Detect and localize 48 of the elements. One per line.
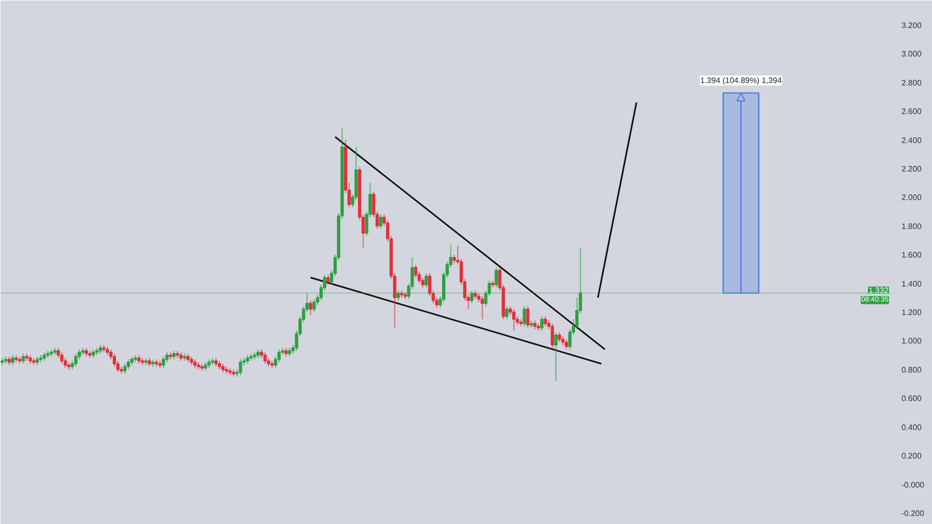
- y-tick-label: -0.000: [902, 480, 925, 490]
- candlestick: [308, 300, 312, 316]
- candlestick: [60, 352, 64, 364]
- y-tick-label: 2.200: [902, 164, 922, 174]
- candlestick: [126, 358, 130, 370]
- candlestick: [512, 308, 516, 332]
- candlestick: [526, 306, 530, 328]
- y-tick-label: 1.600: [902, 250, 922, 260]
- candlestick: [540, 316, 544, 332]
- band-label: 1.394 (104.89%) 1,394: [700, 76, 782, 85]
- y-tick-label: -0.200: [902, 509, 925, 518]
- y-tick-label: 1.200: [902, 308, 922, 318]
- candlestick: [558, 332, 562, 343]
- candlestick: [396, 290, 400, 302]
- y-tick-label: 3.000: [902, 50, 922, 59]
- y-tick-label: 3.200: [902, 20, 922, 30]
- y-tick-label: 2.000: [902, 193, 922, 202]
- candlestick: [564, 338, 568, 350]
- y-tick-label: 0.800: [902, 365, 922, 374]
- candlestick: [74, 353, 78, 368]
- y-tick-label: 0.600: [902, 394, 922, 404]
- candlestick: [162, 356, 166, 369]
- candlestick: [263, 352, 267, 364]
- candlestick: [424, 272, 428, 288]
- y-tick-label: 0.400: [902, 422, 922, 432]
- y-tick-label: 1.000: [902, 336, 922, 346]
- candlestick: [470, 290, 474, 304]
- candlestick: [379, 214, 382, 230]
- candlestick: [480, 296, 484, 320]
- y-tick-label: 2.400: [902, 136, 922, 145]
- y-tick-label: 2.800: [902, 78, 922, 88]
- candlestick: [312, 298, 316, 313]
- candlestick: [11, 354, 14, 366]
- candlestick: [238, 358, 242, 376]
- y-tick-label: 0.200: [902, 452, 922, 461]
- y-tick-label: 1.400: [902, 279, 922, 288]
- candlestick: [554, 332, 558, 382]
- candlestick: [522, 306, 526, 327]
- candlestick: [22, 353, 25, 364]
- candlestick: [326, 274, 330, 286]
- candlestick: [544, 316, 547, 327]
- ref-line-label: 1.332: [868, 286, 890, 296]
- y-tick-label: 2.600: [902, 107, 922, 116]
- candlestick: [123, 363, 127, 374]
- y-tick-label: 1.800: [902, 222, 922, 231]
- candlestick: [550, 323, 554, 348]
- candlestick: [505, 306, 508, 320]
- candlestick: [494, 267, 498, 288]
